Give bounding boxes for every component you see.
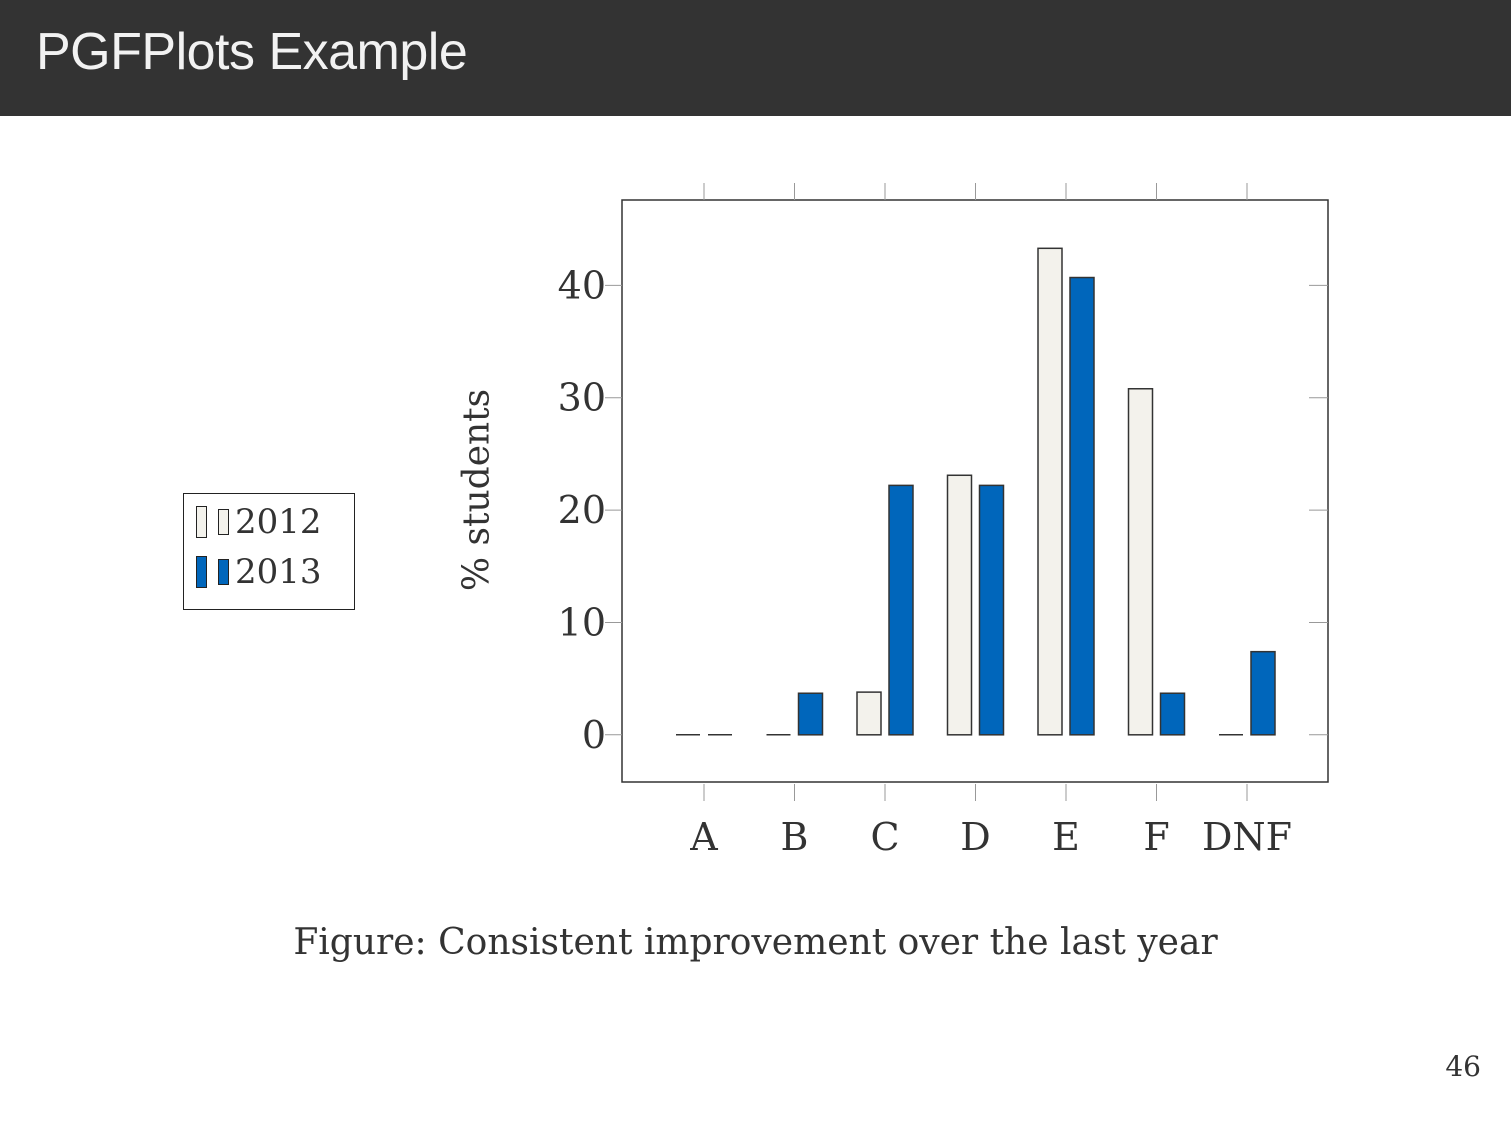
x-tick-label: A (689, 815, 718, 859)
bar-2013-D (978, 484, 1005, 736)
bar-2013-DNF (1250, 650, 1276, 736)
title-bar: PGFPlots Example (0, 0, 1511, 116)
slide-title: PGFPlots Example (36, 23, 468, 81)
bar-2013-C (888, 484, 914, 736)
page-number: 46 (1445, 1050, 1481, 1083)
bar-2012-D (946, 474, 973, 736)
x-tick-label: C (870, 815, 899, 859)
legend-swatch-2013 (196, 556, 207, 588)
y-tick-label: 10 (558, 600, 606, 644)
legend-label-2012: 2012 (235, 502, 322, 542)
y-tick-label: 30 (558, 376, 606, 420)
y-tick-label: 20 (558, 488, 606, 532)
y-tick-label: 0 (582, 713, 606, 757)
x-tick-label: D (960, 815, 990, 859)
y-tick-label: 40 (558, 263, 606, 307)
bar-2012-E (1037, 247, 1063, 736)
figure-caption: Figure: Consistent improvement over the … (293, 922, 1218, 963)
bar-2012-C (856, 691, 882, 736)
chart-legend: 2012 2013 (183, 493, 355, 610)
bar-2012-F (1127, 388, 1154, 736)
plot-frame (621, 199, 1329, 783)
legend-entry-2012: 2012 (196, 502, 322, 542)
legend-swatch-2012-small (218, 509, 229, 535)
legend-label-2013: 2013 (235, 552, 322, 592)
legend-entry-2013: 2013 (196, 552, 322, 592)
x-tick-label: DNF (1202, 815, 1292, 859)
x-tick-label: E (1052, 815, 1080, 859)
x-tick-label: B (781, 815, 809, 859)
legend-swatch-2012 (196, 506, 207, 538)
x-tick-label: F (1143, 815, 1169, 859)
bar-2013-F (1159, 692, 1186, 736)
legend-swatch-2013-small (218, 559, 229, 585)
bar-2013-B (797, 692, 824, 736)
bar-2013-E (1069, 276, 1095, 736)
